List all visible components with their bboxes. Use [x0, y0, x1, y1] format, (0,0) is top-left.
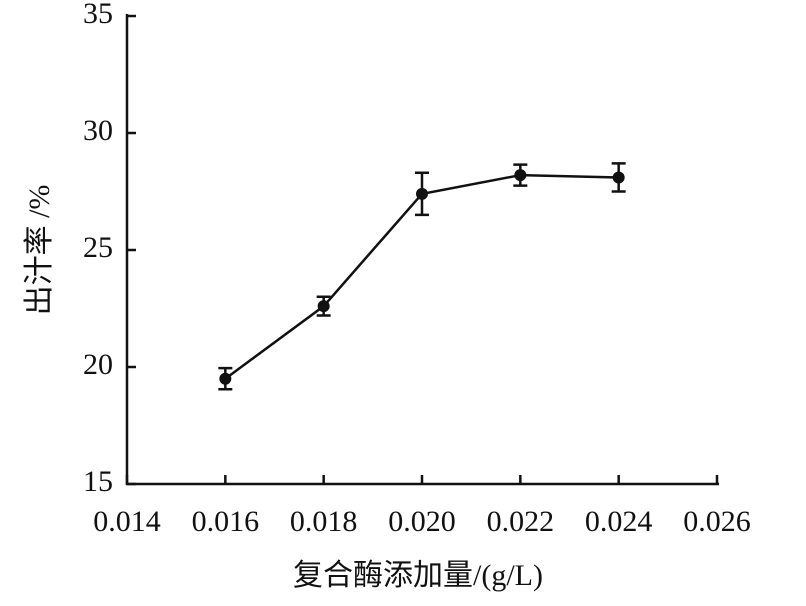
y-tick-label: 30: [83, 114, 113, 147]
x-tick-label: 0.016: [192, 505, 260, 538]
x-tick-label: 0.026: [683, 505, 751, 538]
data-point: [416, 187, 428, 200]
y-tick-label: 25: [83, 231, 113, 264]
y-tick-label: 35: [83, 0, 113, 30]
data-point: [219, 372, 232, 385]
data-point: [317, 300, 330, 313]
y-tick-label: 20: [83, 348, 113, 381]
x-tick-label: 0.014: [93, 505, 161, 538]
y-tick-label: 15: [83, 465, 113, 498]
data-point: [612, 171, 625, 184]
x-tick-label: 0.020: [388, 505, 456, 538]
data-point: [514, 169, 527, 182]
x-axis-label: 复合酶添加量/(g/L): [293, 559, 543, 592]
x-tick-label: 0.018: [290, 505, 358, 538]
x-tick-label: 0.024: [585, 505, 653, 538]
x-tick-label: 0.022: [487, 505, 555, 538]
y-axis-label: 出汁率 /%: [23, 185, 56, 316]
